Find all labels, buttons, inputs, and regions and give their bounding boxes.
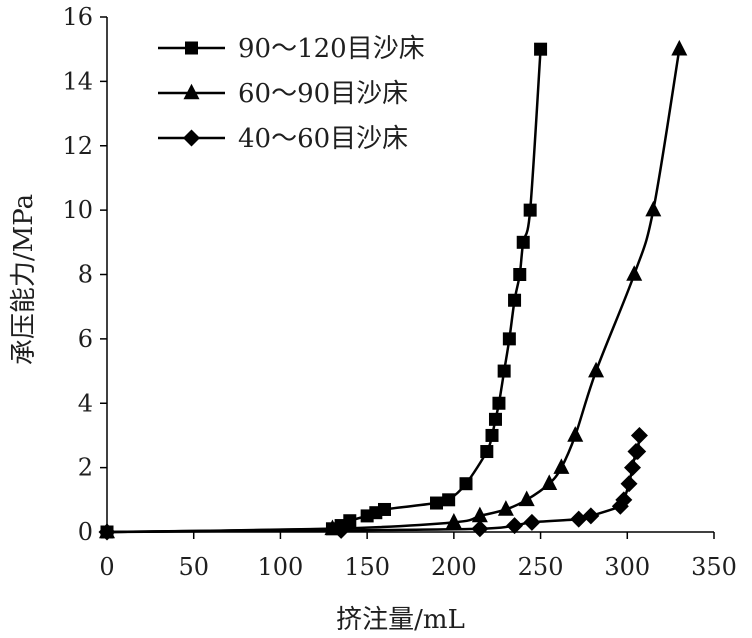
series-3-point (471, 520, 489, 538)
series-3-point (630, 426, 648, 444)
series-2-point (518, 490, 535, 507)
series-2-point (588, 361, 605, 378)
series-3-point (623, 459, 641, 477)
x-tick-label: 300 (604, 553, 650, 581)
series-1-point (534, 42, 548, 56)
x-tick-label: 0 (99, 553, 114, 581)
series-3-point (629, 443, 647, 461)
series-2-point (471, 506, 488, 523)
series-1-point (497, 364, 511, 378)
series-3-point (620, 475, 638, 493)
series-3-point (582, 507, 600, 525)
series-1-point (508, 293, 522, 307)
series-1-point (430, 496, 444, 510)
series-1-point (523, 203, 537, 217)
series-3-point (523, 513, 541, 531)
series-3-point (98, 523, 116, 541)
series-1-point (343, 514, 357, 528)
x-tick-label: 50 (178, 553, 209, 581)
series-2-point (645, 200, 662, 217)
y-tick-label: 2 (78, 454, 93, 482)
legend-marker-2 (183, 83, 200, 100)
x-tick-label: 150 (344, 553, 390, 581)
series-3-point (332, 521, 350, 539)
series-2-point (626, 265, 643, 281)
series-1-point (480, 445, 494, 459)
x-tick-label: 100 (258, 553, 304, 581)
series-1-point (513, 268, 527, 281)
series-2-point (671, 39, 688, 56)
x-tick-label: 250 (518, 553, 564, 581)
series-1-point (459, 477, 473, 491)
x-tick-label: 350 (691, 553, 737, 581)
y-tick-label: 6 (78, 325, 93, 353)
y-tick-label: 14 (62, 67, 93, 95)
series-2-point (445, 513, 462, 529)
legend-label-3: 40～60目沙床 (238, 124, 408, 154)
y-tick-label: 16 (62, 3, 93, 31)
series-line-1 (106, 49, 542, 534)
series-3-point (506, 517, 524, 535)
x-tick-label: 200 (431, 553, 477, 581)
y-axis-title: 承压能力/MPa (9, 194, 39, 365)
series-1-point (488, 412, 502, 426)
series-1-point (442, 493, 456, 507)
y-tick-label: 10 (62, 196, 93, 224)
legend-marker-1 (185, 41, 198, 55)
y-tick-label: 4 (78, 389, 93, 417)
series-1-point (377, 502, 391, 516)
x-axis-title: 挤注量/mL (336, 605, 465, 635)
legend-label-1: 90～120目沙床 (238, 34, 425, 64)
series-2-point (553, 458, 570, 474)
series-2-point (541, 474, 558, 491)
series-2-point (567, 426, 584, 442)
series-line-2 (106, 48, 681, 534)
series-1-point (516, 235, 530, 249)
series-1-point (492, 396, 506, 410)
legend-label-2: 60～90目沙床 (238, 79, 408, 109)
series-3-point (570, 510, 588, 528)
y-tick-label: 12 (62, 132, 93, 160)
series-2-point (497, 500, 514, 516)
series-1-point (485, 428, 499, 442)
series-1-point (502, 332, 516, 346)
legend-marker-3 (183, 129, 200, 147)
y-tick-label: 0 (78, 518, 93, 546)
series-3-point (615, 491, 633, 509)
y-tick-label: 8 (78, 261, 93, 289)
